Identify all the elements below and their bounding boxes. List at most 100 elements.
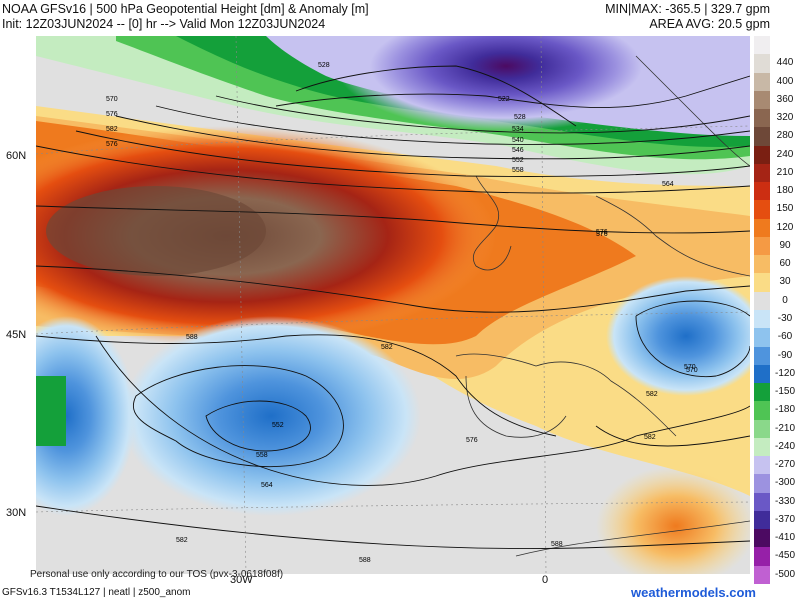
colorbar-level: -300 — [752, 474, 800, 493]
colorbar-level: -410 — [752, 529, 800, 548]
colorbar-swatch — [754, 456, 770, 475]
contour-label: 552 — [512, 157, 524, 164]
colorbar-level: 360 — [752, 90, 800, 110]
contour-label: 558 — [512, 167, 524, 174]
colorbar-label: 210 — [776, 166, 794, 178]
colorbar-label: -300 — [774, 477, 795, 489]
colorbar-label: -90 — [777, 349, 793, 361]
colorbar-label: -500 — [774, 568, 795, 580]
colorbar-level — [752, 36, 800, 55]
colorbar-level: -500 — [752, 565, 800, 585]
contour-label: 576 — [596, 229, 608, 236]
colorbar-label: 360 — [776, 93, 794, 105]
colorbar-swatch — [754, 492, 770, 511]
colorbar-label: -150 — [774, 386, 795, 398]
colorbar-level: 120 — [752, 218, 800, 238]
colorbar-label: 180 — [776, 185, 794, 197]
colorbar-level: 320 — [752, 109, 800, 128]
colorbar-swatch — [754, 383, 770, 402]
colorbar-swatch — [754, 72, 770, 91]
min-max-readout: MIN|MAX: -365.5 | 329.7 gpm — [605, 2, 770, 16]
latitude-label-30n: 30N — [6, 507, 27, 519]
colorbar-swatch — [754, 54, 770, 73]
colorbar-level: 240 — [752, 145, 800, 165]
colorbar-label: -210 — [774, 422, 795, 434]
colorbar-level: -60 — [752, 328, 800, 347]
colorbar-label: 90 — [779, 239, 791, 251]
colorbar-label: 280 — [776, 130, 794, 142]
colorbar-swatch — [754, 547, 770, 566]
area-average-readout: AREA AVG: 20.5 gpm — [649, 17, 770, 31]
contour-label: 576 — [596, 231, 608, 238]
colorbar-label: 150 — [776, 203, 794, 215]
contour-label: 588 — [186, 334, 198, 341]
colorbar-swatch — [754, 236, 770, 256]
colorbar-swatch — [754, 182, 770, 201]
colorbar-level: 60 — [752, 255, 800, 274]
colorbar-level: -150 — [752, 383, 800, 402]
colorbar-level: -180 — [752, 401, 800, 420]
contour-label: 558 — [256, 452, 268, 459]
colorbar-swatch — [754, 510, 770, 530]
longitude-label-30w: 30W — [230, 574, 253, 586]
colorbar-swatch — [754, 127, 770, 146]
colorbar-level: -210 — [752, 419, 800, 439]
model-info: GFSv16.3 T1534L127 | neatl | z500_anom — [2, 587, 191, 598]
colorbar-swatch — [754, 474, 770, 493]
colorbar-swatch — [754, 109, 770, 128]
colorbar-level: -90 — [752, 346, 800, 366]
colorbar-label: -120 — [774, 367, 795, 379]
anomaly-map: 528 522 528 534 540 546 552 558 564 570 576 582 588 5… — [36, 36, 750, 574]
colorbar-swatch — [754, 310, 770, 329]
contour-label: 582 — [646, 391, 658, 398]
contour-label: 570 — [106, 96, 118, 103]
colorbar-swatch — [754, 145, 770, 164]
colorbar-swatch — [754, 291, 770, 310]
colorbar-label: 120 — [776, 221, 794, 233]
colorbar-label: -180 — [774, 404, 795, 416]
colorbar-swatch — [754, 437, 770, 457]
colorbar-level: -120 — [752, 364, 800, 384]
contour-label: 582 — [106, 126, 118, 133]
contour-label: 522 — [498, 96, 510, 103]
colorbar-label: 320 — [776, 112, 794, 124]
contour-label: 564 — [261, 482, 273, 489]
usage-disclaimer: Personal use only according to our TOS (… — [30, 569, 284, 580]
colorbar-swatch — [754, 419, 770, 438]
colorbar-label: -330 — [774, 495, 795, 507]
colorbar-label: 440 — [776, 57, 794, 69]
colorbar-swatch — [754, 163, 770, 183]
colorbar-level: 150 — [752, 200, 800, 219]
brand-link[interactable]: weathermodels.com — [631, 585, 756, 600]
colorbar-swatch — [754, 255, 770, 274]
map-title: NOAA GFSv16 | 500 hPa Geopotential Heigh… — [2, 2, 369, 16]
contour-label: 534 — [512, 126, 524, 133]
colorbar-label: -60 — [777, 331, 793, 343]
colorbar-swatch — [754, 273, 770, 292]
contour-label: 582 — [644, 434, 656, 441]
colorbar-label: 240 — [776, 148, 794, 160]
colorbar-swatch — [754, 529, 770, 548]
longitude-label-0: 0 — [542, 574, 549, 586]
colorbar-level: 180 — [752, 182, 800, 201]
colorbar-swatch — [754, 200, 770, 219]
colorbar-label: 0 — [782, 294, 788, 306]
colorbar-level: -270 — [752, 456, 800, 475]
contour-label: 528 — [318, 62, 330, 69]
contour-label: 570 — [684, 364, 696, 371]
contour-label: 576 — [106, 111, 118, 118]
colorbar-label: -370 — [774, 513, 795, 525]
contour-label: 576 — [466, 437, 478, 444]
colorbar-level: 440 — [752, 54, 800, 73]
colorbar-level: 90 — [752, 236, 800, 256]
contour-label: 588 — [359, 557, 371, 564]
contour-label: 540 — [512, 137, 524, 144]
colorbar-swatch — [754, 36, 770, 55]
colorbar-swatch — [754, 328, 770, 347]
contour-label: 528 — [514, 114, 526, 121]
colorbar-level: -240 — [752, 437, 800, 457]
colorbar-label: 60 — [779, 258, 791, 270]
colorbar: 440 400 360 320 280 240 210 180 150 120 90 60 30 0 -30… — [752, 36, 800, 584]
colorbar-level: -330 — [752, 492, 800, 512]
contour-label: 546 — [512, 147, 524, 154]
